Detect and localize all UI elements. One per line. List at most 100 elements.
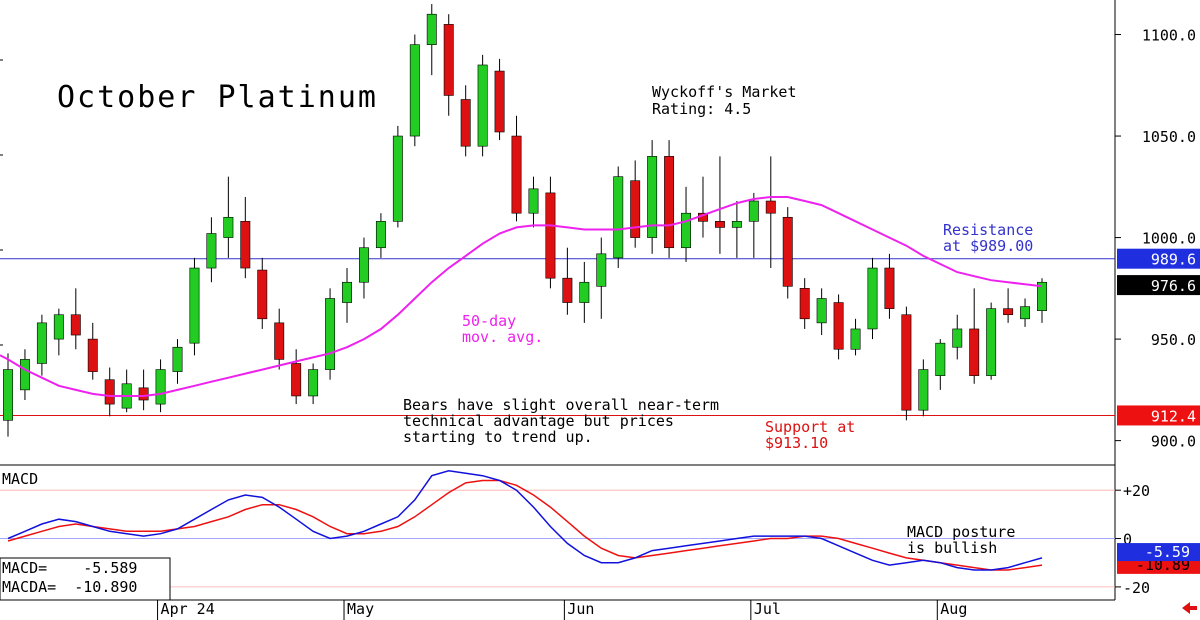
candle-body bbox=[647, 156, 658, 238]
macd-legend-box bbox=[0, 557, 171, 601]
candle-body bbox=[630, 180, 641, 238]
commentary-line2: technical advantage but prices bbox=[403, 412, 674, 430]
candle-body bbox=[816, 298, 827, 324]
candle-body bbox=[477, 64, 488, 147]
rating-line2: Rating: 4.5 bbox=[652, 100, 751, 118]
macd-ticks: +20 0 -20 bbox=[0, 482, 1150, 597]
candle-body bbox=[223, 216, 234, 238]
candle-body bbox=[782, 216, 793, 287]
candle-body bbox=[325, 298, 336, 370]
candle-body bbox=[359, 247, 369, 283]
macd-posture-line2: is bullish bbox=[907, 539, 997, 557]
chart-title: October Platinum bbox=[57, 80, 378, 115]
candle-body bbox=[104, 379, 115, 405]
candle-body bbox=[935, 342, 946, 376]
candle-body bbox=[426, 13, 437, 45]
candle-body bbox=[36, 322, 47, 364]
candle-body bbox=[511, 135, 522, 214]
support-badge-label: 912.4 bbox=[1151, 407, 1196, 425]
candle-body bbox=[986, 308, 997, 376]
macd-line bbox=[7, 470, 1043, 571]
candle-body bbox=[613, 176, 624, 259]
candle-body bbox=[206, 233, 217, 269]
candle-body bbox=[681, 212, 691, 249]
last-price-badge-label: 976.6 bbox=[1151, 277, 1196, 295]
time-axis: Apr 24 May Jun Jul Aug bbox=[157, 600, 967, 620]
candle-body bbox=[528, 188, 539, 214]
candle-body bbox=[579, 281, 590, 303]
candle-body bbox=[1003, 308, 1014, 316]
macd-title: MACD bbox=[2, 470, 38, 488]
support-text-line1: Support at bbox=[765, 418, 855, 436]
candle-body bbox=[308, 369, 319, 397]
candle-body bbox=[731, 221, 742, 228]
candle-body bbox=[257, 269, 268, 320]
support-badge bbox=[1117, 405, 1200, 426]
macd-legend-macda: MACDA= -10.890 bbox=[2, 578, 137, 596]
ma-label-line2: mov. avg. bbox=[462, 328, 543, 346]
candle-body bbox=[664, 156, 675, 249]
candle-body bbox=[87, 338, 98, 372]
time-tick-label: Jul bbox=[754, 600, 781, 618]
time-tick-label: Apr 24 bbox=[161, 600, 215, 618]
ma-label-line1: 50-day bbox=[462, 312, 516, 330]
resistance-badge-label: 989.6 bbox=[1151, 251, 1196, 269]
resistance-text-line2: at $989.00 bbox=[943, 237, 1033, 255]
candle-body bbox=[291, 363, 302, 397]
candle-body bbox=[342, 281, 352, 303]
candle-body bbox=[765, 200, 776, 214]
candle-body bbox=[53, 314, 64, 340]
candle-body bbox=[867, 267, 878, 330]
macd-tick-label: -20 bbox=[1123, 579, 1150, 597]
macd-value-badge bbox=[1117, 543, 1200, 562]
time-tick-label: Jun bbox=[567, 600, 594, 618]
scroll-back-arrow-icon[interactable] bbox=[1182, 602, 1197, 614]
candle-body bbox=[918, 369, 929, 411]
macd-posture-line1: MACD posture bbox=[907, 523, 1015, 541]
candle-body bbox=[460, 99, 471, 147]
candle-body bbox=[748, 200, 759, 222]
price-tick-label: 1050.0 bbox=[1142, 128, 1196, 146]
candle-body bbox=[138, 387, 149, 401]
candle-body bbox=[494, 70, 505, 133]
commentary-line3: starting to trend up. bbox=[403, 428, 593, 446]
macd-signal-line bbox=[7, 479, 1043, 571]
candle-body bbox=[1020, 306, 1031, 320]
candle-body bbox=[3, 369, 13, 421]
macd-legend-macd: MACD= -5.589 bbox=[2, 559, 137, 577]
candle-body bbox=[850, 328, 861, 350]
candle-body bbox=[714, 221, 725, 228]
candle-body bbox=[799, 288, 810, 320]
moving-average-line bbox=[0, 196, 1043, 397]
candle-body bbox=[155, 369, 166, 405]
candle-body bbox=[172, 346, 183, 372]
price-ticks: 1100.0 1050.0 1000.0 950.0 900.0 bbox=[0, 27, 1196, 451]
candle-body bbox=[545, 192, 556, 279]
candles bbox=[3, 4, 1047, 437]
candle-body bbox=[240, 221, 251, 269]
commentary-line1: Bears have slight overall near-term bbox=[403, 396, 719, 414]
resistance-badge bbox=[1117, 248, 1200, 269]
price-tick-label: 1000.0 bbox=[1142, 230, 1196, 248]
candle-body bbox=[884, 267, 895, 309]
macd-value-badge-label: -5.59 bbox=[1145, 543, 1190, 561]
time-tick-label: May bbox=[347, 600, 374, 618]
price-tick-label: 1100.0 bbox=[1142, 27, 1196, 45]
last-price-badge bbox=[1117, 275, 1200, 296]
candle-body bbox=[392, 135, 403, 222]
candle-body bbox=[409, 44, 420, 137]
candle-body bbox=[596, 253, 607, 287]
resistance-text-line1: Resistance bbox=[943, 221, 1033, 239]
candle-body bbox=[969, 328, 980, 376]
support-text-line2: $913.10 bbox=[765, 434, 828, 452]
candle-body bbox=[375, 221, 386, 249]
candle-body bbox=[19, 359, 30, 391]
macd-tick-label: +20 bbox=[1123, 482, 1150, 500]
macd-tick-label: 0 bbox=[1123, 531, 1132, 549]
candle-body bbox=[562, 277, 573, 303]
candle-body bbox=[70, 314, 81, 336]
time-tick-label: Aug bbox=[940, 600, 967, 618]
candle-body bbox=[833, 302, 844, 350]
rating-line1: Wyckoff's Market bbox=[652, 83, 797, 101]
